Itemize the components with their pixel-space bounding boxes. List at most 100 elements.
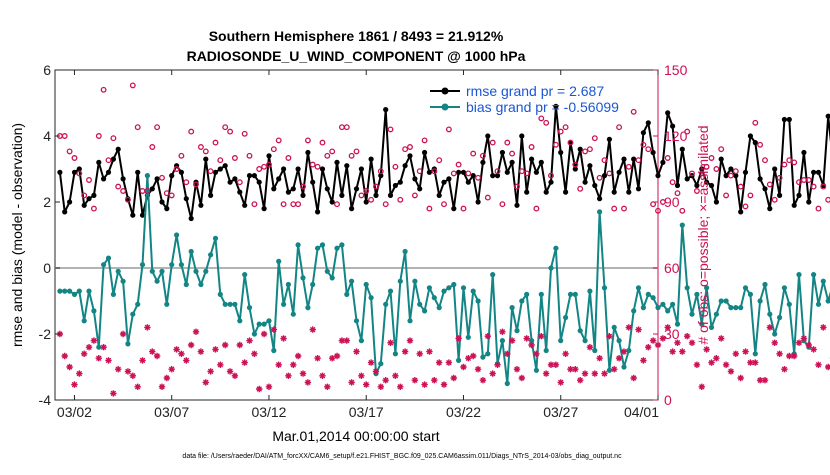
bias-point <box>281 302 286 307</box>
bias-point <box>57 289 62 294</box>
rmse-point <box>612 190 617 195</box>
assimilated-point <box>533 351 539 357</box>
assimilated-point <box>392 373 398 379</box>
bias-point <box>670 302 675 307</box>
footnote: data file: /Users/raeder/DAI/ATM_forcXX/… <box>182 453 622 460</box>
y-tick-label: -2 <box>39 326 52 342</box>
rmse-point <box>792 203 797 208</box>
possible-point <box>772 198 777 203</box>
assimilated-point <box>728 368 734 374</box>
assimilated-point <box>71 381 77 387</box>
assimilated-point <box>290 362 296 368</box>
bias-point <box>480 355 485 360</box>
bias-point <box>563 315 568 320</box>
possible-point <box>724 193 729 198</box>
bias-point <box>228 302 233 307</box>
rmse-point <box>607 137 612 142</box>
bias-point <box>276 259 281 264</box>
rmse-point <box>315 209 320 214</box>
rmse-point <box>505 170 510 175</box>
bias-point <box>626 348 631 353</box>
rmse-point <box>344 163 349 168</box>
assimilated-point <box>825 364 830 370</box>
rmse-point <box>753 140 758 145</box>
assimilated-point <box>368 359 374 365</box>
rmse-point <box>373 193 378 198</box>
rmse-point <box>514 203 519 208</box>
rmse-point <box>276 176 281 181</box>
rmse-point <box>169 173 174 178</box>
assimilated-point <box>280 335 286 341</box>
bias-point <box>232 302 237 307</box>
assimilated-point <box>76 370 82 376</box>
assimilated-point <box>217 362 223 368</box>
bias-point <box>505 381 510 386</box>
bias-point <box>573 292 578 297</box>
bias-point <box>592 348 597 353</box>
bias-point <box>587 289 592 294</box>
rmse-point <box>184 196 189 201</box>
rmse-point <box>597 196 602 201</box>
assimilated-point <box>708 359 714 365</box>
rmse-point <box>232 176 237 181</box>
assimilated-point <box>256 386 262 392</box>
possible-point <box>768 182 773 187</box>
rmse-point <box>213 170 218 175</box>
bias-point <box>466 335 471 340</box>
bias-point <box>417 302 422 307</box>
assimilated-point <box>86 344 92 350</box>
chart-title: Southern Hemisphere 1861 / 8493 = 21.912… <box>209 28 504 44</box>
bias-point <box>218 292 223 297</box>
bias-point <box>271 348 276 353</box>
rmse-point <box>150 186 155 191</box>
assimilated-point <box>723 362 729 368</box>
bias-point <box>665 308 670 313</box>
rmse-point <box>602 173 607 178</box>
y-axis-right-label: # of obs: o=possible; ×=assimilated <box>695 125 711 344</box>
bias-point <box>548 265 553 270</box>
assimilated-point <box>207 368 213 374</box>
bias-point <box>339 242 344 247</box>
assimilated-point <box>820 324 826 330</box>
assimilated-point <box>105 357 111 363</box>
rmse-point <box>801 150 806 155</box>
rmse-point <box>271 186 276 191</box>
y-tick-label: 4 <box>43 128 51 144</box>
rmse-point <box>67 199 72 204</box>
assimilated-point <box>305 379 311 385</box>
assimilated-point <box>451 375 457 381</box>
x-tick-label: 03/07 <box>154 404 189 420</box>
bias-point <box>184 282 189 287</box>
x-axis-label: Mar.01,2014 00:00:00 start <box>272 428 439 444</box>
bias-point <box>509 305 514 310</box>
bias-point <box>155 279 160 284</box>
bias-point <box>242 272 247 277</box>
bias-point <box>82 318 87 323</box>
rmse-point <box>111 157 116 162</box>
assimilated-point <box>261 331 267 337</box>
bias-point <box>782 285 787 290</box>
bias-point <box>796 272 801 277</box>
rmse-point <box>354 186 359 191</box>
assimilated-point <box>524 335 530 341</box>
assimilated-point <box>801 335 807 341</box>
assimilated-point <box>572 366 578 372</box>
bias-point <box>558 338 563 343</box>
bias-point <box>403 249 408 254</box>
bias-point <box>334 246 339 251</box>
possible-point <box>738 184 743 189</box>
bias-point <box>772 331 777 336</box>
rmse-point <box>101 176 106 181</box>
rmse-point <box>767 206 772 211</box>
rmse-point <box>223 163 228 168</box>
bias-point <box>607 368 612 373</box>
assimilated-point <box>606 333 612 339</box>
bias-point <box>266 318 271 323</box>
rmse-point <box>685 176 690 181</box>
rmse-point <box>811 170 816 175</box>
rmse-point <box>155 176 160 181</box>
bias-point <box>441 289 446 294</box>
bias-point <box>490 272 495 277</box>
legend-bias-label: bias grand pr = -0.56099 <box>466 99 619 115</box>
